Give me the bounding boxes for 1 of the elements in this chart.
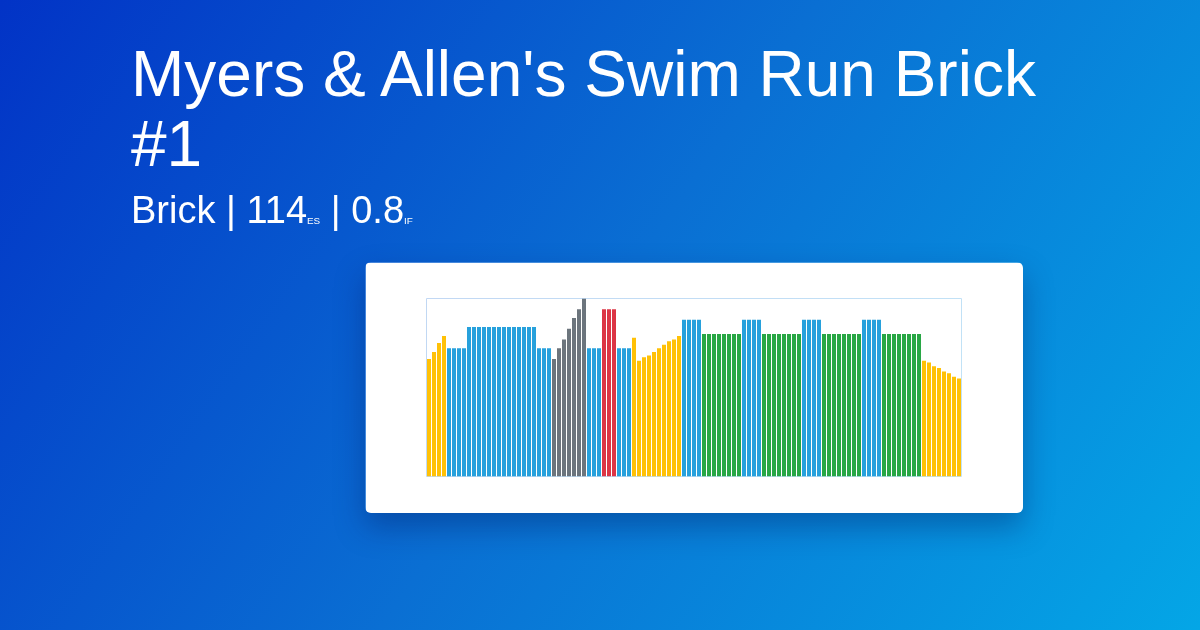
chart-title: Myers & Allen's Swim Run Brick #1: [131, 38, 1037, 180]
